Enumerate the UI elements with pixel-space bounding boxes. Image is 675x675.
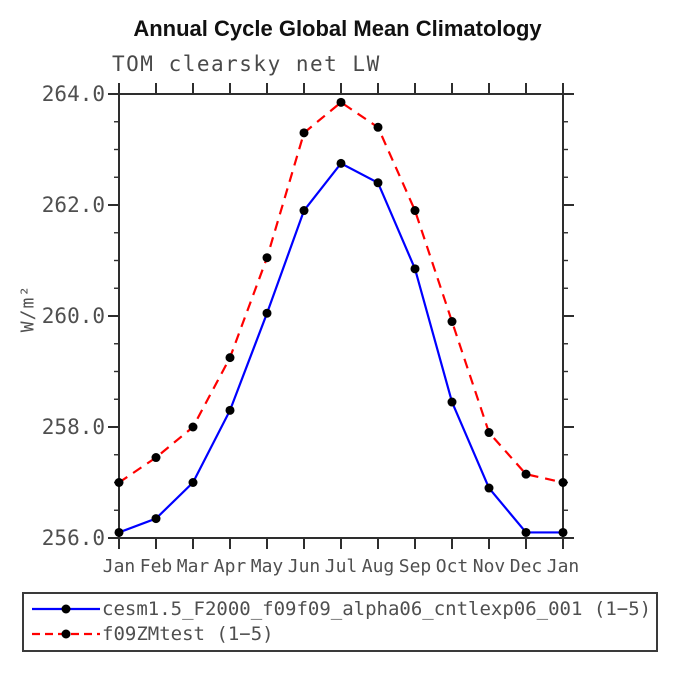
data-point-marker — [225, 405, 235, 415]
y-tick-label: 260.0 — [42, 304, 105, 328]
x-tick-label: Jul — [325, 556, 358, 577]
data-point-marker — [410, 206, 420, 216]
data-point-marker — [484, 428, 494, 438]
x-tick-label: Jan — [547, 556, 580, 577]
x-tick-label: Sep — [399, 556, 432, 577]
series-line-cesm1.5_F2000_f09f09_alpha06_cntlexp06_001 — [118, 161, 563, 534]
data-point-marker — [521, 527, 531, 537]
data-point-marker — [151, 514, 161, 524]
data-point-marker — [114, 527, 124, 537]
chart-title: Annual Cycle Global Mean Climatology — [133, 16, 542, 41]
y-tick-label: 262.0 — [42, 193, 105, 217]
x-tick-label: Jun — [288, 556, 321, 577]
data-point-marker — [336, 158, 346, 168]
x-tick-label: Aug — [362, 556, 395, 577]
x-tick-label: Apr — [214, 556, 247, 577]
data-point-marker — [447, 397, 457, 407]
x-tick-label: Oct — [436, 556, 469, 577]
legend: cesm1.5_F2000_f09f09_alpha06_cntlexp06_0… — [22, 592, 658, 652]
x-tick-label: Dec — [510, 556, 543, 577]
y-tick-label: 258.0 — [42, 415, 105, 439]
data-point-marker — [336, 97, 346, 107]
data-point-marker — [521, 469, 531, 479]
data-point-marker — [225, 353, 235, 363]
data-point-marker — [447, 317, 457, 327]
data-point-marker — [373, 178, 383, 188]
data-point-marker — [151, 453, 161, 463]
y-tick-label: 256.0 — [42, 526, 105, 550]
y-tick-label: 264.0 — [42, 82, 105, 106]
legend-label-cesm: cesm1.5_F2000_f09f09_alpha06_cntlexp06_0… — [102, 597, 652, 620]
data-point-marker — [484, 483, 494, 493]
x-tick-label: Nov — [473, 556, 506, 577]
marker-dot-icon — [61, 604, 71, 613]
data-point-marker — [558, 527, 568, 537]
x-tick-label: Jan — [103, 556, 136, 577]
x-tick-label: Feb — [140, 556, 173, 577]
data-point-marker — [188, 478, 198, 487]
legend-label-f09zmtest: f09ZMtest (1−5) — [102, 622, 274, 645]
x-tick-label: May — [251, 556, 284, 577]
legend-line-sample-red-dashed — [32, 629, 100, 638]
legend-item-cesm: cesm1.5_F2000_f09f09_alpha06_cntlexp06_0… — [24, 596, 656, 621]
data-point-marker — [299, 206, 309, 216]
data-point-marker — [299, 128, 309, 138]
data-point-marker — [188, 422, 198, 432]
data-point-marker — [373, 122, 383, 132]
x-tick-label: Mar — [177, 556, 210, 577]
data-point-marker — [558, 478, 568, 487]
data-point-marker — [410, 264, 420, 274]
chart-subtitle: TOM clearsky net LW — [112, 52, 381, 76]
data-point-marker — [114, 478, 124, 487]
legend-item-f09zmtest: f09ZMtest (1−5) — [24, 621, 656, 646]
data-point-marker — [262, 253, 272, 263]
legend-line-sample-blue-solid — [32, 604, 100, 613]
marker-dot-icon — [61, 629, 71, 638]
data-point-marker — [262, 308, 272, 318]
